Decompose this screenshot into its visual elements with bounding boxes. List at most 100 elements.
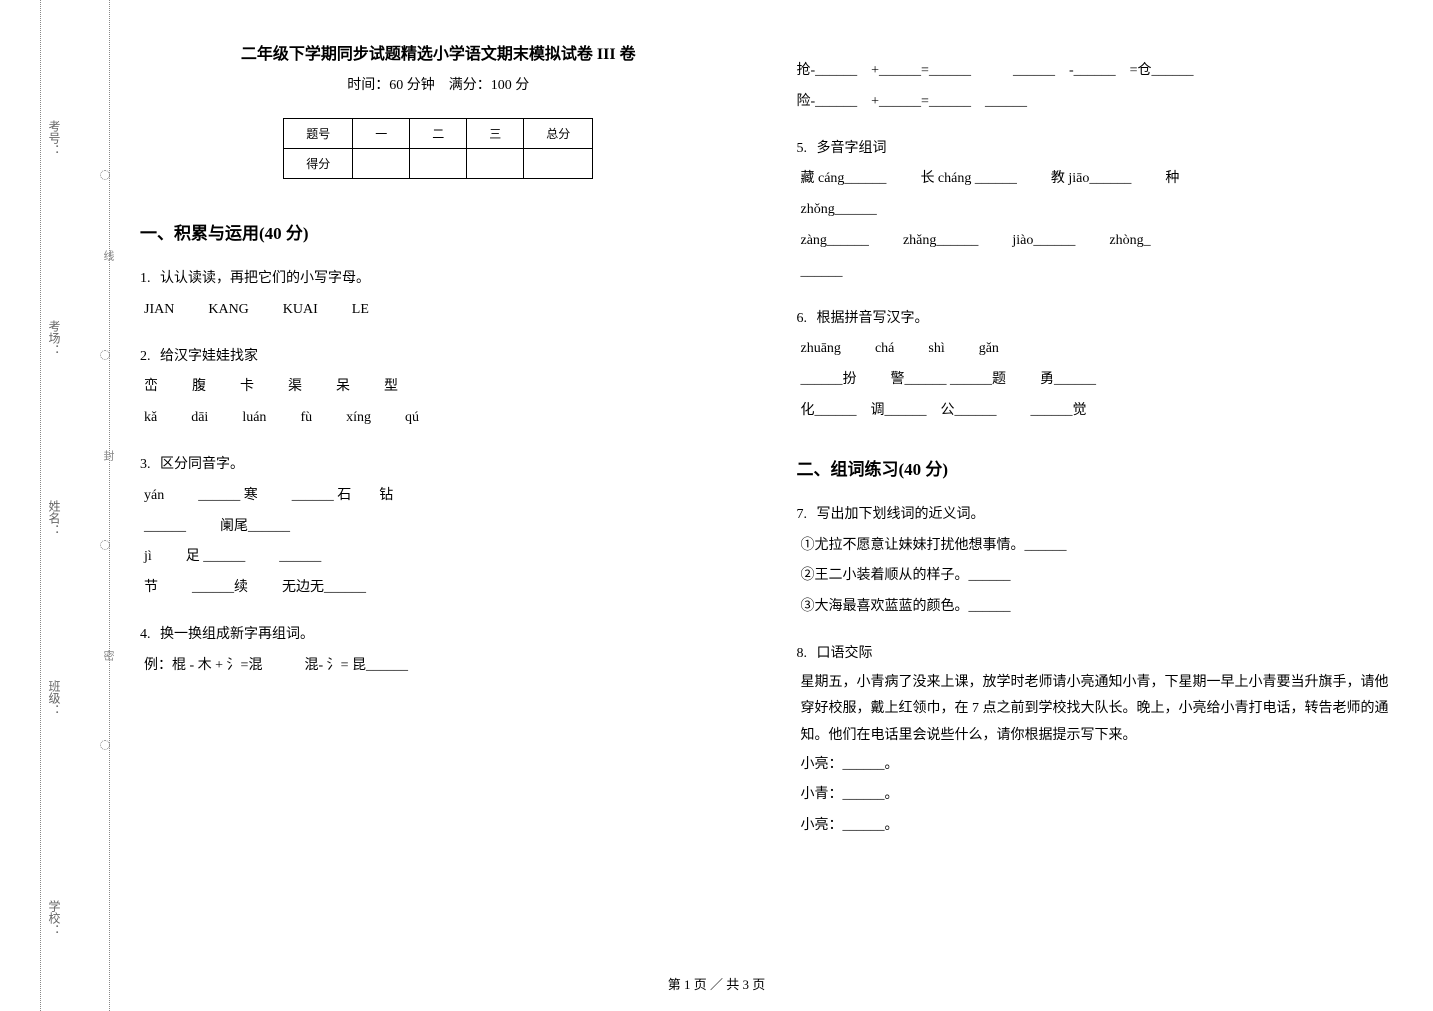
score-row-label: 得分 [284, 149, 353, 179]
q2-char: 型 [384, 372, 398, 403]
score-cell [353, 149, 410, 179]
q2-char: 峦 [144, 372, 158, 403]
binding-label-kaohao: 考号： [46, 120, 63, 156]
q2-pinyin: xíng [346, 403, 371, 434]
q4-example: 例：棍 - 木 + 氵=混 混- 氵= 昆______ [144, 651, 737, 682]
q8-dlg-line: 小亮：______。 [801, 811, 1394, 842]
q6-cell: ______扮 [801, 365, 857, 396]
q3-cell: 无边无______ [282, 573, 366, 604]
q1-items: JIAN KANG KUAI LE [144, 295, 737, 326]
question-8: 8. 口语交际 星期五，小青病了没来上课，放学时老师请小亮通知小青，下星期一早上… [797, 639, 1394, 842]
q3-num: 3. [140, 457, 151, 472]
q5-cell: 长 cháng ______ [920, 164, 1016, 195]
q5-cell: 藏 cáng______ [801, 164, 887, 195]
q4-line: 险-______ +______=______ ______ [797, 87, 1394, 118]
q5-body: 藏 cáng______ 长 cháng ______ 教 jiāo______… [801, 164, 1394, 287]
q6-cell: 化______ 调______ 公______ [801, 396, 997, 427]
page-body: 二年级下学期同步试题精选小学语文期末模拟试卷 III 卷 时间：60 分钟 满分… [140, 40, 1393, 858]
question-1: 1. 认认读读，再把它们的小写字母。 JIAN KANG KUAI LE [140, 264, 737, 326]
exam-title: 二年级下学期同步试题精选小学语文期末模拟试卷 III 卷 [140, 40, 737, 64]
q2-row2: kǎ dāi luán fù xíng qú [144, 403, 737, 434]
q2-char: 腹 [192, 372, 206, 403]
q5-cell: zhǎng______ [903, 226, 978, 257]
q6-cell: 勇______ [1040, 365, 1096, 396]
score-col-1: 一 [353, 119, 410, 149]
q3-cell: 阑尾______ [220, 512, 290, 543]
question-3: 3. 区分同音字。 yán ______ 寒 ______ 石 钻 ______… [140, 450, 737, 604]
binding-label-class: 班级： [46, 680, 63, 716]
exam-subtitle: 时间：60 分钟 满分：100 分 [140, 74, 737, 94]
column-right: 抢-______ +______=______ ______ -______ =… [797, 40, 1394, 858]
q3-cell: ______ 寒 [198, 481, 258, 512]
q5-text: 多音字组词 [817, 141, 887, 156]
q1-num: 1. [140, 271, 151, 286]
score-table: 题号 一 二 三 总分 得分 [283, 118, 593, 179]
binding-seam-3: 密 [100, 650, 116, 661]
binding-label-kaochang: 考场： [46, 320, 63, 356]
binding-circle [100, 350, 110, 360]
binding-circle [100, 740, 110, 750]
q1-text: 认认读读，再把它们的小写字母。 [160, 271, 370, 286]
question-7: 7. 写出加下划线词的近义词。 ①尤拉不愿意让妹妹打扰他想事情。______ ②… [797, 500, 1394, 623]
table-row: 题号 一 二 三 总分 [284, 119, 593, 149]
q6-cell: zhuāng [801, 334, 841, 365]
q8-num: 8. [797, 646, 808, 661]
q5-cell: zàng______ [801, 226, 869, 257]
q7-item: ③大海最喜欢蓝蓝的颜色。______ [801, 592, 1394, 623]
q2-pinyin: luán [242, 403, 266, 434]
table-row: 得分 [284, 149, 593, 179]
q7-num: 7. [797, 507, 808, 522]
q5-cell: zhòng_ [1109, 226, 1150, 257]
q2-pinyin: kǎ [144, 403, 157, 434]
q6-body: zhuāng chá shì gǎn ______扮 警______ _____… [801, 334, 1394, 426]
q6-cell: shì [928, 334, 944, 365]
q3-cell: 节 [144, 573, 158, 604]
q4-text: 换一换组成新字再组词。 [160, 627, 314, 642]
score-cell [410, 149, 467, 179]
q2-text: 给汉字娃娃找家 [160, 349, 258, 364]
q8-dlg-line: 小青：______。 [801, 780, 1394, 811]
q4-num: 4. [140, 627, 151, 642]
q5-cell: zhǒng______ [801, 202, 877, 217]
q5-cell: 种 [1165, 164, 1179, 195]
q5-cell: 教 jiāo______ [1051, 164, 1132, 195]
q6-num: 6. [797, 311, 808, 326]
q7-text: 写出加下划线词的近义词。 [817, 507, 985, 522]
q2-pinyin: dāi [191, 403, 208, 434]
q8-dialog: 小亮：______。 小青：______。 小亮：______。 [801, 750, 1394, 842]
q6-cell: chá [875, 334, 894, 365]
score-col-total: 总分 [524, 119, 593, 149]
q2-char: 呆 [336, 372, 350, 403]
q2-char: 卡 [240, 372, 254, 403]
q8-text: 口语交际 [817, 646, 873, 661]
score-cell [467, 149, 524, 179]
binding-circle [100, 170, 110, 180]
q3-cell: ______ 石 钻 [292, 481, 394, 512]
q1-item: KUAI [283, 295, 318, 326]
q6-text: 根据拼音写汉字。 [817, 311, 929, 326]
q1-item: LE [352, 295, 369, 326]
page-footer: 第 1 页 ／ 共 3 页 [0, 974, 1433, 993]
q4-cont: 抢-______ +______=______ ______ -______ =… [797, 56, 1394, 118]
q7-item: ②王二小装着顺从的样子。______ [801, 561, 1394, 592]
q1-item: JIAN [144, 295, 174, 326]
score-col-2: 二 [410, 119, 467, 149]
question-4: 4. 换一换组成新字再组词。 例：棍 - 木 + 氵=混 混- 氵= 昆____… [140, 620, 737, 682]
q3-text: 区分同音字。 [160, 457, 244, 472]
q2-num: 2. [140, 349, 151, 364]
q3-cell: ______ [144, 512, 186, 543]
q3-cell: jì [144, 542, 152, 573]
section-1-head: 一、积累与运用(40 分) [140, 219, 737, 244]
q2-pinyin: fù [300, 403, 312, 434]
q6-cell: gǎn [979, 334, 999, 365]
q7-body: ①尤拉不愿意让妹妹打扰他想事情。______ ②王二小装着顺从的样子。_____… [801, 531, 1394, 623]
q3-cell: 足 ______ [186, 542, 246, 573]
binding-circle [100, 540, 110, 550]
q3-cell: ______ [279, 542, 321, 573]
q3-cell: ______续 [192, 573, 248, 604]
binding-label-school: 学校： [46, 900, 63, 936]
q6-cell: ______觉 [1031, 396, 1087, 427]
q5-cell: ______ [801, 264, 843, 279]
q8-dlg-line: 小亮：______。 [801, 750, 1394, 781]
binding-seam-2: 封 [100, 450, 116, 461]
